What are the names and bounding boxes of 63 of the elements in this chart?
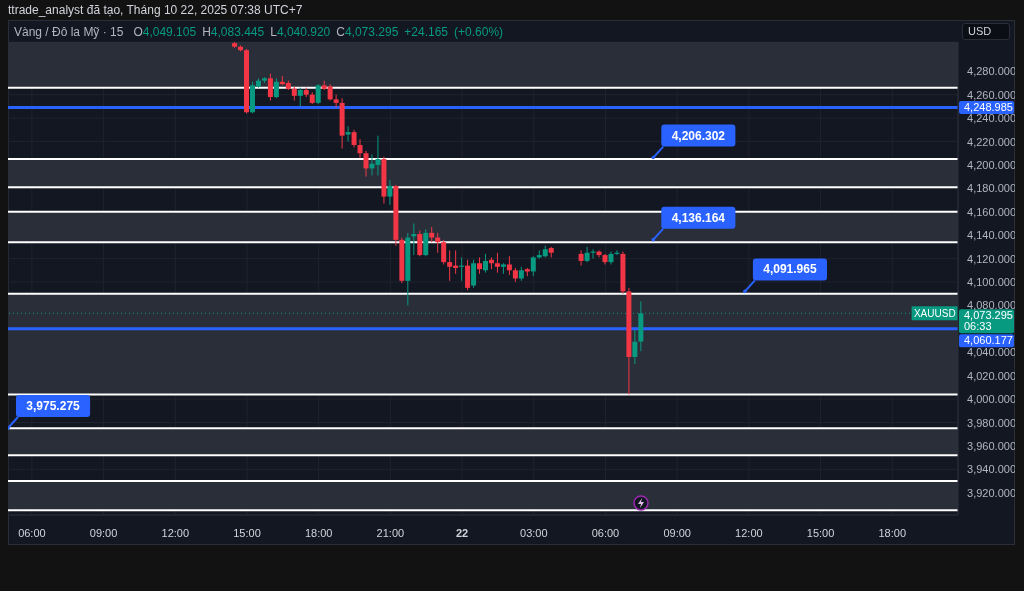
annotation: XAUUSD <box>913 308 956 320</box>
x-tick-label: 09:00 <box>89 527 118 539</box>
candlestick <box>273 77 279 99</box>
candlestick <box>357 138 363 159</box>
candlestick <box>297 87 303 107</box>
x-tick-label: 22 <box>455 527 469 539</box>
x-tick-label: 03:00 <box>520 527 548 539</box>
x-tick-label: 21:00 <box>376 527 405 539</box>
annotation: 3,975.275 <box>26 399 81 414</box>
y-tick-label: 4,280.000 <box>967 65 1016 78</box>
x-tick-label: 12:00 <box>161 527 190 539</box>
x-tick-label: 06:00 <box>591 527 620 539</box>
annotation: 4,206.302 <box>671 128 726 143</box>
candlestick <box>417 230 423 257</box>
candlestick <box>465 259 471 291</box>
candlestick <box>530 255 536 277</box>
y-tick-label: 4,160.000 <box>967 205 1016 218</box>
ref-line-label: 4,073.295 06:33 <box>964 309 1013 333</box>
text: O4,049.105 H4,083.445 L4,040.920 C4,073.295 +24.165 (+0.60%) <box>133 25 504 39</box>
x-tick-label: 12:00 <box>735 527 763 539</box>
text: ttrade_analyst đã tạo, Tháng 10 22, 2025 07:38 UTC+7 <box>8 3 303 17</box>
y-tick-label: 4,080.000 <box>967 299 1016 312</box>
y-tick-label: 4,180.000 <box>967 182 1016 195</box>
y-tick-label: 4,220.000 <box>967 135 1016 148</box>
y-tick-label: 4,100.000 <box>967 276 1016 289</box>
y-tick-label: 3,920.000 <box>967 486 1016 499</box>
y-axis-title: USD <box>962 23 1010 40</box>
ref-line-label: 4,248.985 <box>964 101 1013 114</box>
candlestick <box>423 228 429 257</box>
x-tick-label: 18:00 <box>878 527 907 539</box>
candlestick <box>584 246 590 263</box>
y-tick-label: 3,940.000 <box>967 463 1016 476</box>
candlestick <box>387 179 393 206</box>
candlestick <box>483 253 488 274</box>
y-tick-label: 4,260.000 <box>967 88 1016 101</box>
x-tick-label: 06:00 <box>18 527 46 539</box>
candlestick <box>471 259 477 289</box>
annotation: 4,136.164 <box>671 210 726 225</box>
candlestick <box>363 150 369 178</box>
x-tick-label: 15:00 <box>233 527 261 539</box>
ref-line-label: 4,060.177 <box>964 334 1013 347</box>
y-tick-label: 4,000.000 <box>967 393 1016 406</box>
x-tick-label: 18:00 <box>304 527 333 539</box>
y-tick-label: 4,240.000 <box>967 112 1016 125</box>
candlestick <box>506 255 512 276</box>
candlestick <box>441 239 447 265</box>
candlestick <box>632 329 638 365</box>
y-tick-label: 4,020.000 <box>967 369 1016 382</box>
y-tick-label: 4,200.000 <box>967 158 1016 171</box>
candlestick <box>315 83 321 105</box>
candlestick <box>333 94 339 109</box>
y-tick-label: 4,040.000 <box>967 346 1016 359</box>
y-tick-label: 4,120.000 <box>967 252 1016 265</box>
candlestick <box>494 252 500 274</box>
candlestick <box>267 73 273 102</box>
y-tick-label: 3,980.000 <box>967 416 1016 429</box>
x-tick-label: 15:00 <box>806 527 835 539</box>
annotation: 4,091.965 <box>763 262 817 277</box>
y-tick-label: 4,140.000 <box>967 229 1016 242</box>
chart-title: Vàng / Đô la Mỹ · 15 <box>14 25 124 39</box>
y-tick-label: 3,960.000 <box>967 439 1016 452</box>
x-tick-label: 09:00 <box>663 527 691 539</box>
candlestick <box>578 249 584 267</box>
